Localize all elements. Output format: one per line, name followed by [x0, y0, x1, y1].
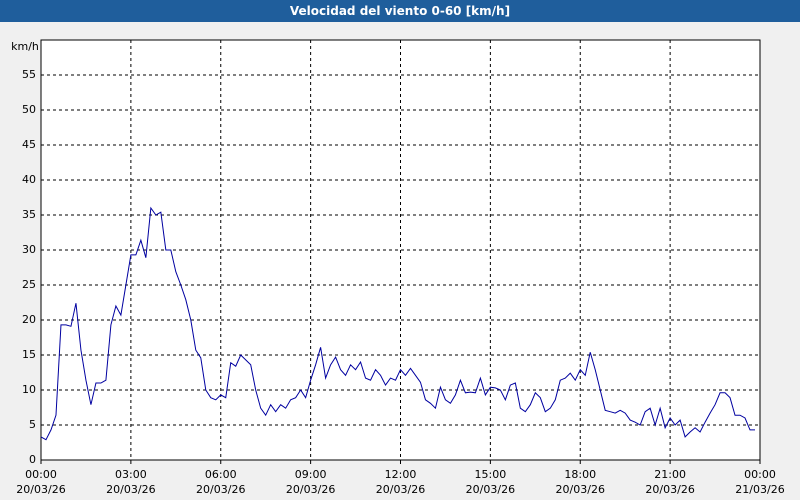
- x-tick-date: 21/03/26: [735, 483, 784, 496]
- x-tick-label: 00:00: [744, 468, 776, 481]
- y-tick-label: 20: [22, 313, 36, 326]
- y-tick-label: 10: [22, 383, 36, 396]
- y-tick-label: 5: [29, 418, 36, 431]
- y-tick-label: 50: [22, 103, 36, 116]
- y-tick-label: 25: [22, 278, 36, 291]
- y-tick-label: 40: [22, 173, 36, 186]
- x-tick-date: 20/03/26: [556, 483, 605, 496]
- x-tick-date: 20/03/26: [106, 483, 155, 496]
- x-tick-date: 20/03/26: [286, 483, 335, 496]
- chart-title: Velocidad del viento 0-60 [km/h]: [0, 0, 800, 22]
- x-tick-date: 20/03/26: [16, 483, 65, 496]
- y-tick-label: 35: [22, 208, 36, 221]
- y-tick-label: 55: [22, 68, 36, 81]
- y-tick-label: 45: [22, 138, 36, 151]
- y-tick-label: 30: [22, 243, 36, 256]
- x-tick-date: 20/03/26: [645, 483, 694, 496]
- x-tick-date: 20/03/26: [376, 483, 425, 496]
- y-axis-label: km/h: [11, 40, 39, 53]
- series-line: [40, 206, 756, 441]
- x-tick-label: 18:00: [564, 468, 596, 481]
- x-tick-label: 15:00: [475, 468, 507, 481]
- x-tick-label: 09:00: [295, 468, 327, 481]
- x-tick-label: 00:00: [25, 468, 57, 481]
- x-tick-date: 20/03/26: [196, 483, 245, 496]
- x-tick-label: 03:00: [115, 468, 147, 481]
- x-tick-date: 20/03/26: [466, 483, 515, 496]
- x-tick-label: 12:00: [385, 468, 417, 481]
- x-tick-label: 06:00: [205, 468, 237, 481]
- x-tick-label: 21:00: [654, 468, 686, 481]
- y-tick-label: 0: [29, 453, 36, 466]
- y-tick-label: 15: [22, 348, 36, 361]
